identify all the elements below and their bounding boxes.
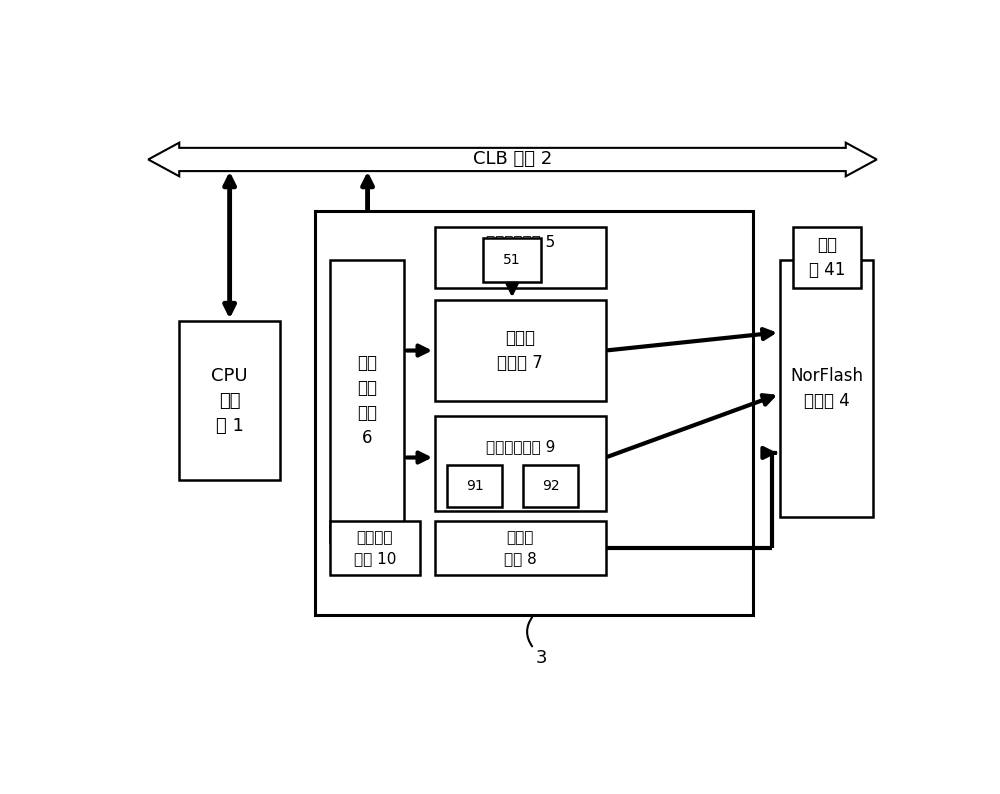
- Bar: [483, 237, 541, 282]
- Text: 配置寄存器组 9: 配置寄存器组 9: [486, 439, 555, 454]
- Text: 写控制
电路 8: 写控制 电路 8: [504, 530, 537, 566]
- Bar: [179, 322, 280, 480]
- Text: 坏块替
换电路 7: 坏块替 换电路 7: [497, 329, 543, 372]
- Text: 3: 3: [536, 649, 547, 667]
- Bar: [435, 522, 606, 575]
- Text: 92: 92: [542, 479, 559, 493]
- Text: NorFlash
存储器 4: NorFlash 存储器 4: [790, 368, 863, 410]
- Polygon shape: [148, 143, 877, 176]
- Text: 上电检测电路 5: 上电检测电路 5: [486, 234, 555, 249]
- Bar: [330, 522, 420, 575]
- Text: CPU
处理
器 1: CPU 处理 器 1: [211, 367, 248, 435]
- Text: 91: 91: [466, 479, 483, 493]
- Text: 地址
译码
电路
6: 地址 译码 电路 6: [357, 354, 377, 448]
- Bar: [793, 227, 861, 288]
- Text: 状态寄存
器组 10: 状态寄存 器组 10: [354, 530, 396, 566]
- Bar: [435, 227, 606, 288]
- Bar: [435, 300, 606, 401]
- Text: 信息
块 41: 信息 块 41: [809, 236, 845, 279]
- Bar: [435, 416, 606, 511]
- Text: CLB 总线 2: CLB 总线 2: [473, 151, 552, 168]
- Bar: [315, 211, 753, 615]
- Bar: [523, 465, 578, 507]
- Text: 51: 51: [503, 252, 521, 267]
- Bar: [447, 465, 502, 507]
- Bar: [780, 260, 873, 517]
- Bar: [330, 260, 404, 542]
